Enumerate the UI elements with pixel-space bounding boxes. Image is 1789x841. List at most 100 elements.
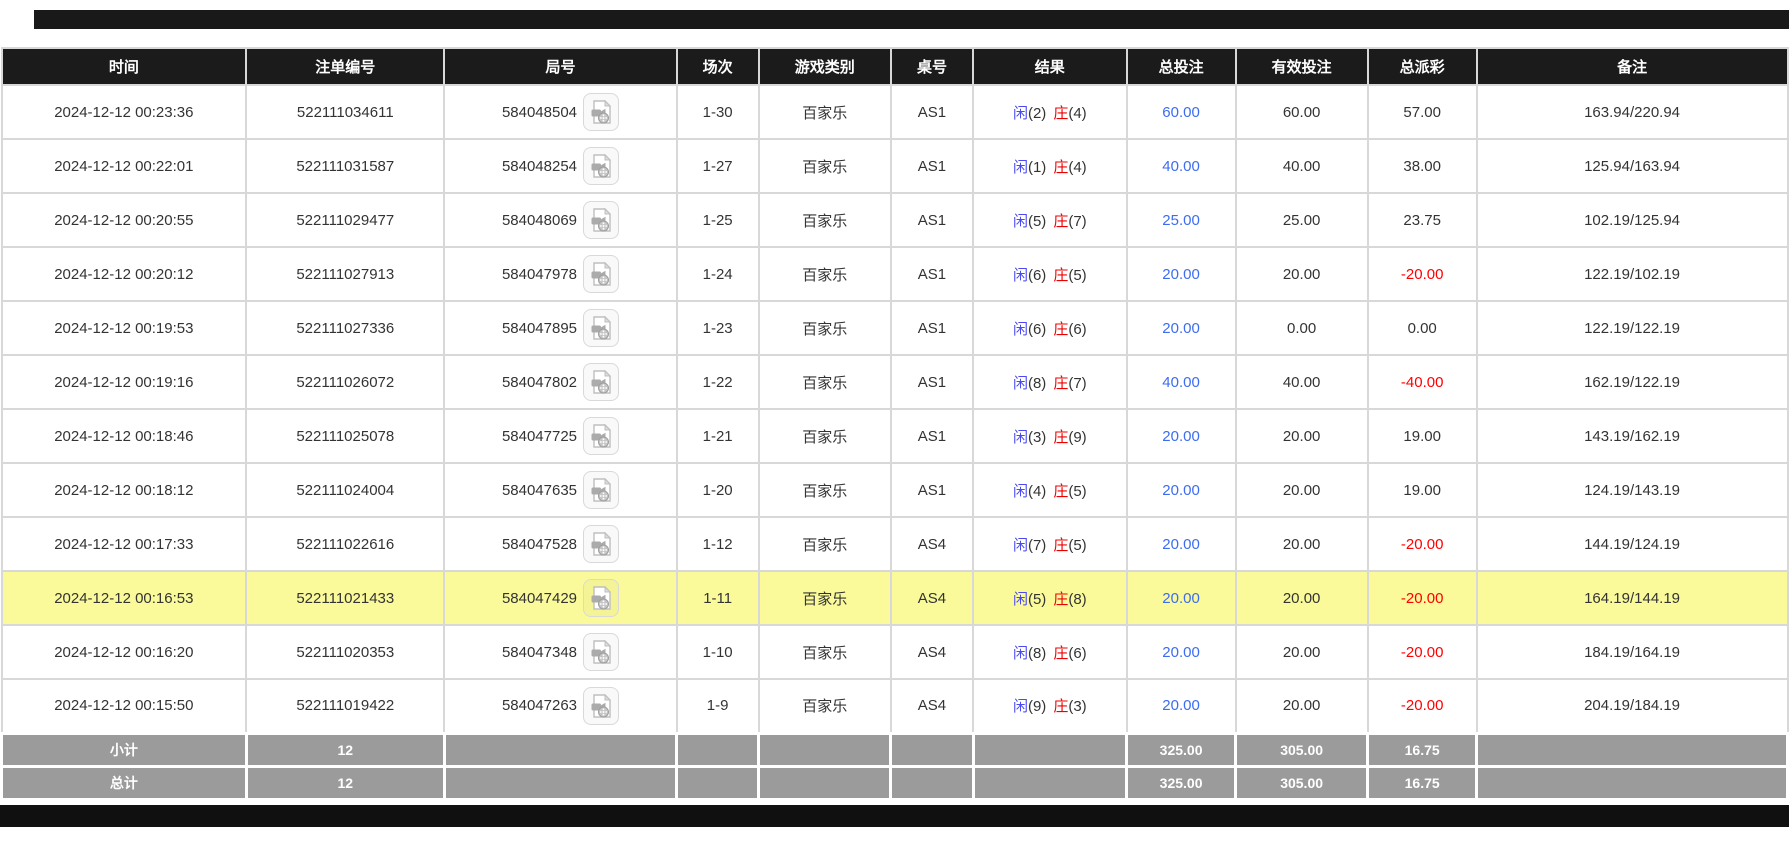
total-bet-link[interactable]: 20.00: [1125, 678, 1237, 734]
player-result: 闲(8): [1012, 644, 1047, 662]
bet-time: 2024-12-12 00:15:50: [0, 678, 248, 734]
video-replay-button[interactable]: [583, 255, 620, 293]
video-file-icon: [591, 585, 612, 610]
summary-total-payout: 16.75: [1366, 764, 1479, 801]
col-header-total-payout: 总派彩: [1366, 47, 1478, 86]
table-number: AS1: [889, 354, 975, 410]
video-replay-button[interactable]: [583, 147, 620, 185]
video-replay-button[interactable]: [583, 309, 620, 347]
remark-balance: 144.19/124.19: [1475, 516, 1789, 572]
session: 1-10: [675, 624, 760, 680]
summary-total-bet: 325.00: [1125, 764, 1238, 801]
session: 1-30: [675, 84, 760, 140]
banker-result: 庄(8): [1053, 590, 1087, 608]
session: 1-20: [675, 462, 760, 518]
table-number: AS4: [889, 678, 975, 734]
table-number: AS4: [889, 516, 975, 572]
total-bet-link[interactable]: 20.00: [1125, 300, 1237, 356]
valid-bet: 20.00: [1234, 516, 1369, 572]
table-row: 2024-12-12 00:19:16 522111026072 5840478…: [0, 354, 1789, 410]
video-file-icon: [591, 261, 612, 286]
summary-empty: [757, 764, 893, 801]
player-result: 闲(8): [1012, 374, 1047, 392]
bet-time: 2024-12-12 00:18:12: [0, 462, 248, 518]
table-number: AS4: [889, 570, 975, 626]
round-id: 584048504: [501, 103, 578, 121]
game-type: 百家乐: [757, 408, 892, 464]
total-bet-link[interactable]: 40.00: [1125, 354, 1237, 410]
game-type: 百家乐: [757, 462, 892, 518]
total-bet-link[interactable]: 20.00: [1125, 462, 1237, 518]
video-replay-button[interactable]: [583, 525, 620, 563]
total-bet-link[interactable]: 20.00: [1125, 408, 1237, 464]
result-cell: 闲(9) 庄(3): [972, 678, 1128, 734]
video-replay-button[interactable]: [583, 93, 620, 131]
summary-empty: [442, 731, 679, 768]
bet-time: 2024-12-12 00:16:20: [0, 624, 248, 680]
round-id: 584047429: [501, 589, 578, 607]
total-bet-link[interactable]: 20.00: [1125, 570, 1237, 626]
col-header-result: 结果: [972, 47, 1128, 86]
table-row: 2024-12-12 00:20:12 522111027913 5840479…: [0, 246, 1789, 302]
video-replay-button[interactable]: [583, 201, 620, 239]
bet-order-id: 522111024004: [245, 462, 446, 518]
total-payout: -20.00: [1366, 246, 1478, 302]
result-cell: 闲(5) 庄(8): [972, 570, 1128, 626]
table-row: 2024-12-12 00:20:55 522111029477 5840480…: [0, 192, 1789, 248]
video-replay-button[interactable]: [583, 363, 620, 401]
round-id: 584047263: [501, 697, 578, 715]
video-replay-button[interactable]: [583, 579, 620, 617]
bottom-bar: [0, 804, 1789, 827]
total-payout: -20.00: [1366, 678, 1478, 734]
player-result: 闲(5): [1012, 212, 1047, 230]
summary-row: 总计 12 325.00 305.00 16.75: [0, 764, 1789, 801]
valid-bet: 20.00: [1234, 570, 1369, 626]
bet-time: 2024-12-12 00:19:53: [0, 300, 248, 356]
result-cell: 闲(1) 庄(4): [972, 138, 1128, 194]
valid-bet: 20.00: [1234, 246, 1369, 302]
total-bet-link[interactable]: 20.00: [1125, 624, 1237, 680]
result-cell: 闲(6) 庄(6): [972, 300, 1128, 356]
valid-bet: 25.00: [1234, 192, 1369, 248]
summary-label: 小计: [0, 731, 248, 768]
remark-balance: 204.19/184.19: [1475, 678, 1789, 734]
round-cell: 584047263: [443, 678, 678, 734]
remark-balance: 143.19/162.19: [1475, 408, 1789, 464]
total-bet-link[interactable]: 60.00: [1125, 84, 1237, 140]
col-header-time: 时间: [0, 47, 248, 86]
video-replay-button[interactable]: [583, 471, 620, 509]
bet-time: 2024-12-12 00:20:12: [0, 246, 248, 302]
table-number: AS4: [889, 624, 975, 680]
result-cell: 闲(4) 庄(5): [972, 462, 1128, 518]
player-result: 闲(6): [1012, 320, 1047, 338]
total-bet-link[interactable]: 25.00: [1125, 192, 1237, 248]
result-cell: 闲(7) 庄(5): [972, 516, 1128, 572]
round-cell: 584047429: [443, 570, 678, 626]
total-bet-link[interactable]: 20.00: [1125, 516, 1237, 572]
table-row: 2024-12-12 00:19:53 522111027336 5840478…: [0, 300, 1789, 356]
total-payout: -20.00: [1366, 516, 1478, 572]
valid-bet: 20.00: [1234, 624, 1369, 680]
round-id: 584048254: [501, 157, 578, 175]
session: 1-23: [675, 300, 760, 356]
total-bet-link[interactable]: 40.00: [1125, 138, 1237, 194]
round-id: 584047528: [501, 535, 578, 553]
game-type: 百家乐: [757, 354, 892, 410]
bet-records-table: 时间 注单编号 局号 场次 游戏类别 桌号 结果 总投注 有效投注 总派彩 备注 2024-12-1…: [0, 47, 1789, 801]
video-replay-button[interactable]: [583, 686, 620, 725]
table-number: AS1: [889, 84, 975, 140]
video-replay-button[interactable]: [583, 633, 620, 671]
total-bet-link[interactable]: 20.00: [1125, 246, 1237, 302]
summary-total-bet: 325.00: [1125, 731, 1238, 768]
page: 时间 注单编号 局号 场次 游戏类别 桌号 结果 总投注 有效投注 总派彩 备注 2024-12-1…: [0, 10, 1789, 841]
table-number: AS1: [889, 138, 975, 194]
round-id: 584047895: [501, 319, 578, 337]
round-id: 584047978: [501, 265, 578, 283]
banker-result: 庄(9): [1053, 428, 1087, 446]
banker-result: 庄(7): [1053, 374, 1087, 392]
summary-empty: [442, 764, 679, 801]
round-cell: 584047978: [443, 246, 678, 302]
summary-empty: [971, 731, 1129, 768]
video-replay-button[interactable]: [583, 417, 620, 455]
remark-balance: 162.19/122.19: [1475, 354, 1789, 410]
